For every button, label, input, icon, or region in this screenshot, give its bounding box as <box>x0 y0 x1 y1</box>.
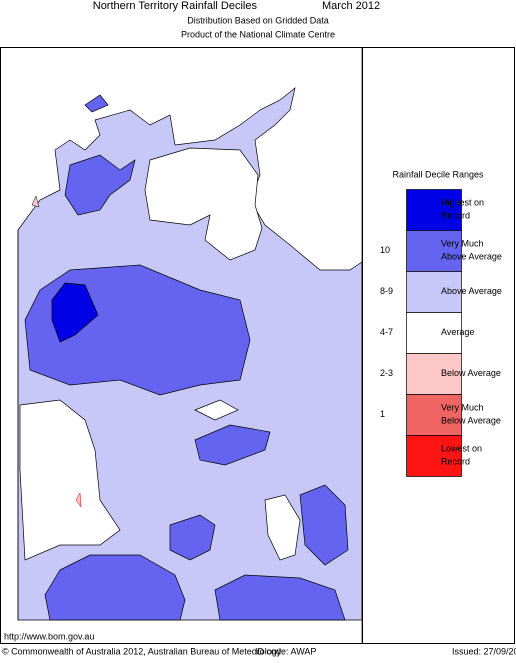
legend-title: Rainfall Decile Ranges <box>392 169 484 179</box>
legend-label: Very Much <box>441 402 484 412</box>
legend-swatch <box>406 353 462 395</box>
legend-swatch <box>406 271 462 313</box>
area-very-much-above <box>84 94 109 113</box>
id-code: ID code: AWAP <box>255 646 316 656</box>
area-below-average <box>75 492 82 508</box>
area-very-much-above <box>299 484 349 566</box>
source: Product of the National Climate Centre <box>181 29 335 39</box>
legend-label: Above Average <box>441 251 502 261</box>
legend-label: Highest on <box>441 197 484 207</box>
legend-label: Below Average <box>441 415 501 425</box>
period: March 2012 <box>322 0 380 12</box>
area-average <box>19 399 121 561</box>
area-very-much-above <box>169 514 216 561</box>
legend-label: Above Average <box>441 286 502 296</box>
area-average <box>194 399 239 421</box>
copyright: © Commonwealth of Australia 2012, Austra… <box>2 646 282 656</box>
legend-decile: 8-9 <box>380 286 393 296</box>
area-very-much-above <box>214 574 346 621</box>
legend-label: Record <box>441 456 470 466</box>
title: Northern Territory Rainfall Deciles <box>93 0 258 12</box>
legend-label: Below Average <box>441 368 501 378</box>
legend-label: Lowest on <box>441 443 482 453</box>
legend-decile: 2-3 <box>380 368 393 378</box>
area-very-much-above <box>194 424 271 466</box>
area-very-much-above <box>64 154 136 216</box>
legend-decile: 4-7 <box>380 327 393 337</box>
map <box>0 47 363 644</box>
area-below-average <box>31 195 40 208</box>
legend-swatch <box>406 394 462 436</box>
legend-decile: 1 <box>380 409 385 419</box>
subtitle: Distribution Based on Gridded Data <box>187 15 329 25</box>
legend-frame <box>362 47 515 644</box>
area-highest <box>51 282 99 343</box>
legend-label: Very Much <box>441 238 484 248</box>
legend-swatch <box>406 189 462 231</box>
legend-label: Average <box>441 327 474 337</box>
area-average <box>144 147 263 261</box>
url: http://www.bom.gov.au <box>4 631 94 641</box>
legend-swatch <box>406 312 462 354</box>
issued: Issued: 27/09/2012 <box>452 646 516 656</box>
legend-decile: 10 <box>380 245 390 255</box>
legend-label: Record <box>441 210 470 220</box>
legend-swatch <box>406 435 462 477</box>
area-very-much-above <box>44 554 186 621</box>
legend-swatch <box>406 230 462 272</box>
area-average <box>264 494 301 561</box>
